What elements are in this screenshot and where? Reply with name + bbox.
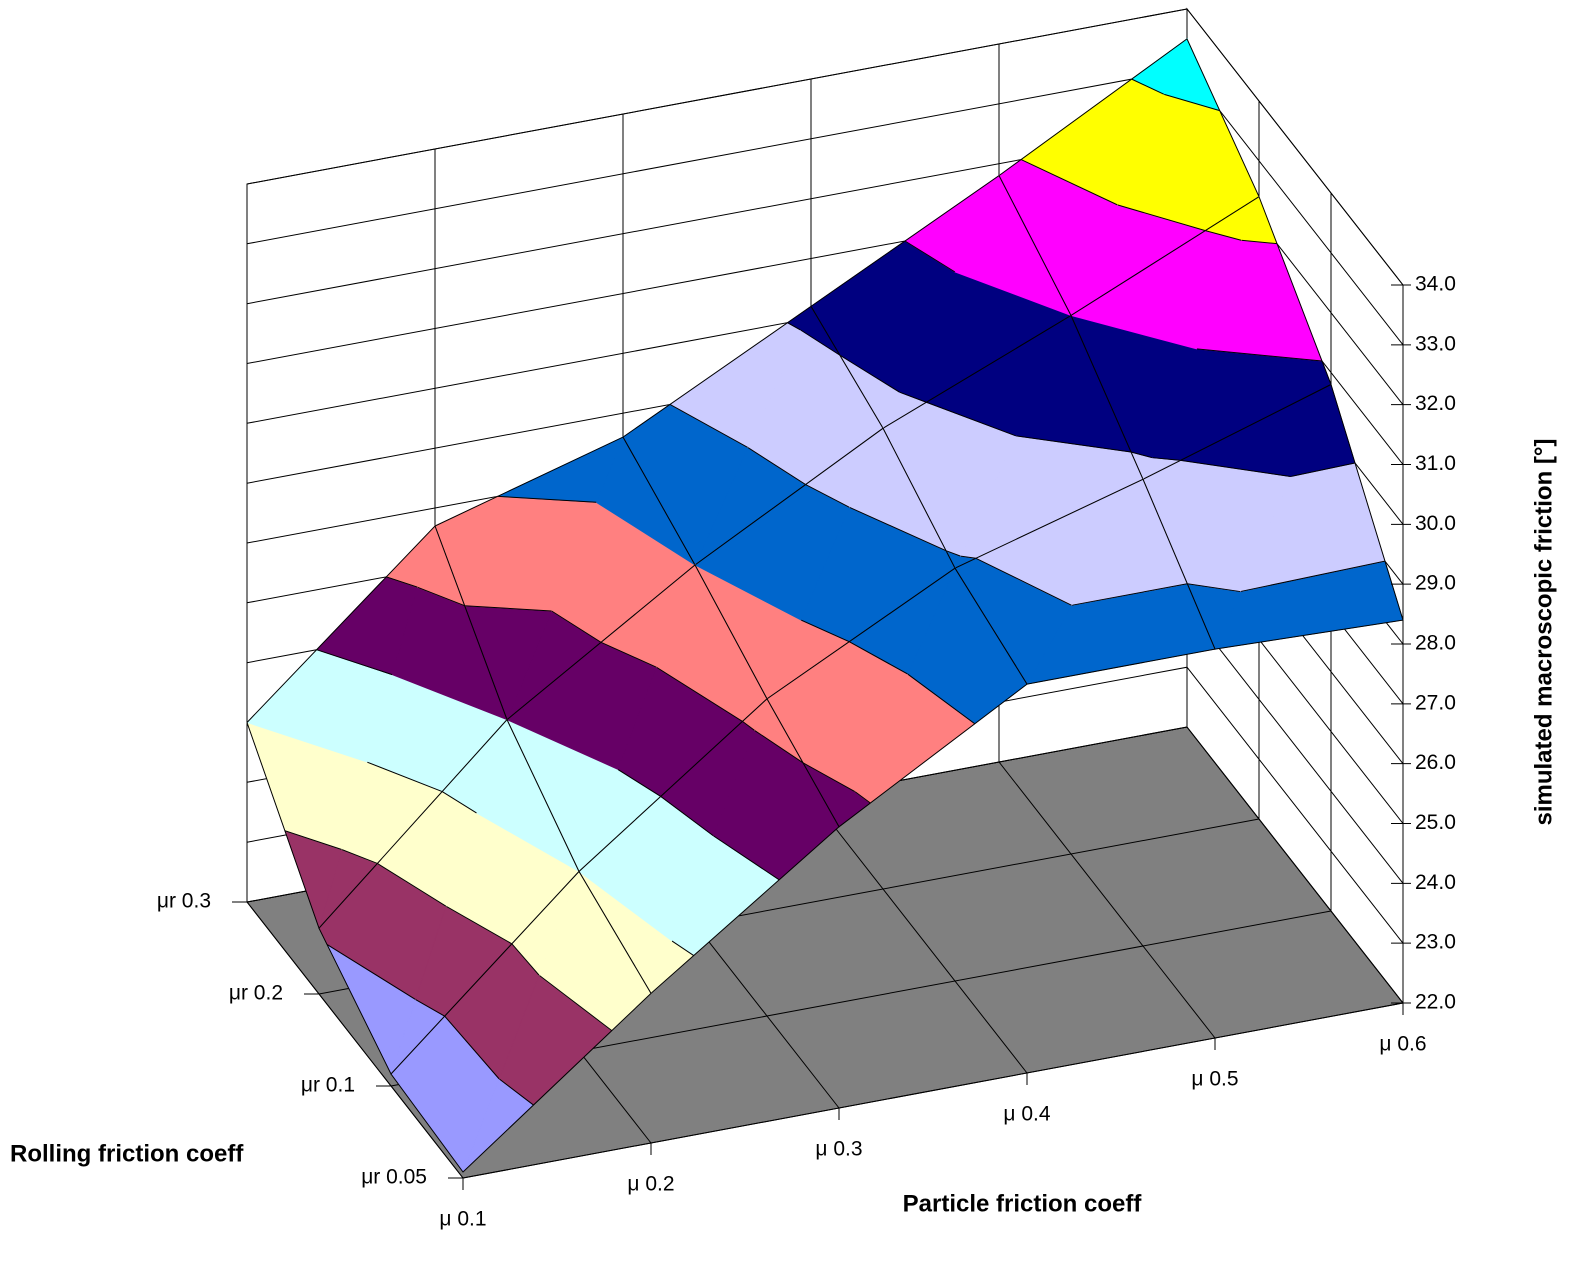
contour-line [538,974,613,1032]
contour-line [1241,239,1278,245]
z-tick-label: 33.0 [1415,332,1456,355]
contour-line [444,1015,500,1080]
contour-line [1196,348,1323,362]
contour-line [669,403,748,448]
contour-line [671,940,695,956]
x-tick-label: μ 0.4 [1003,1103,1050,1126]
z-tick-label: 30.0 [1415,512,1456,535]
contour-line [945,550,961,557]
x-tick-label: μ 0.6 [1379,1033,1426,1056]
contour-line [600,641,657,668]
contour-line [415,998,445,1017]
floor-grid [246,901,464,1179]
contour-line [849,641,908,675]
contour-line [848,506,947,552]
y-tick-label: μr 0.2 [229,982,283,1005]
contour-line [386,576,418,588]
contour-line [417,586,465,607]
z-axis-title: simulated macroscopic friction [°] [1530,438,1557,825]
contour-line [1015,435,1132,453]
contour-line [754,730,804,764]
y-tick-label: μr 0.05 [361,1166,427,1189]
floor-grid [810,796,1028,1074]
contour-line [1240,560,1386,593]
contour-line [899,391,927,403]
contour-line [617,768,662,797]
contour-line [660,796,714,837]
contour-line [326,943,416,1000]
contour-line [904,240,956,273]
y-tick-label: μr 0.3 [157,890,211,913]
contour-line [1071,583,1188,606]
contour-line [1205,230,1242,241]
contour-line [511,943,540,976]
contour-line [800,329,841,356]
surface [246,37,1404,1173]
contour-line [747,447,806,485]
contour-line [1130,451,1153,459]
grid-line [246,8,1404,286]
contour-line [441,791,477,814]
contour-line [497,495,597,503]
x-axis-title: Particle friction coeff [903,1190,1143,1217]
z-tick-label: 22.0 [1415,991,1456,1014]
contour-line [802,762,856,792]
y-tick-label: μr 0.1 [301,1074,355,1097]
floor-grid [998,761,1216,1039]
z-tick-label: 28.0 [1415,632,1456,655]
contour-line [377,863,447,907]
contour-line [787,322,801,331]
contour-line [498,1078,534,1106]
z-tick-label: 23.0 [1415,931,1456,954]
z-tick-label: 29.0 [1415,572,1456,595]
x-tick-label: μ 0.3 [815,1138,862,1161]
z-tick-label: 25.0 [1415,811,1456,834]
contour-line [1151,457,1181,461]
z-tick-label: 32.0 [1415,392,1456,415]
contour-line [839,354,900,393]
contour-line [1163,93,1220,112]
floor-grid [462,1002,1404,1179]
contour-line [341,849,378,864]
z-tick-label: 26.0 [1415,751,1456,774]
contour-line [926,401,1016,437]
z-tick-label: 24.0 [1415,871,1456,894]
contour-line [742,720,755,731]
contour-line [464,605,552,612]
contour-line [445,905,513,945]
contour-line [366,761,443,793]
surface-cell-edge [390,870,652,1173]
contour-line [800,619,850,643]
contour-line [854,791,871,804]
x-tick-label: μ 0.5 [1191,1068,1238,1091]
z-tick-label: 34.0 [1415,273,1456,296]
axes: 22.0 23.0 24.0 25.0 26.0 27.0 28.0 29.0 30.0 31.0… [157,273,1456,1231]
z-tick-label: 27.0 [1415,691,1456,714]
contour-line [1290,462,1356,477]
contour-line [712,835,780,881]
x-tick-label: μ 0.2 [627,1173,674,1196]
y-axis-title: Rolling friction coeff [10,1140,244,1167]
contour-line [284,830,342,850]
contour-line [805,484,850,508]
contour-line [1020,159,1118,206]
contour-line [975,557,1072,606]
contour-line [316,649,393,676]
contour-line [907,673,976,725]
contour-line [960,555,976,559]
contour-line [1180,459,1291,478]
contour-line [1131,78,1165,95]
contour-line [1187,583,1241,593]
z-tick-label: 31.0 [1415,452,1456,475]
contour-line [656,666,743,722]
contour-line [551,610,602,643]
contour-line [1117,204,1206,232]
x-tick-label: μ 0.1 [439,1208,486,1231]
